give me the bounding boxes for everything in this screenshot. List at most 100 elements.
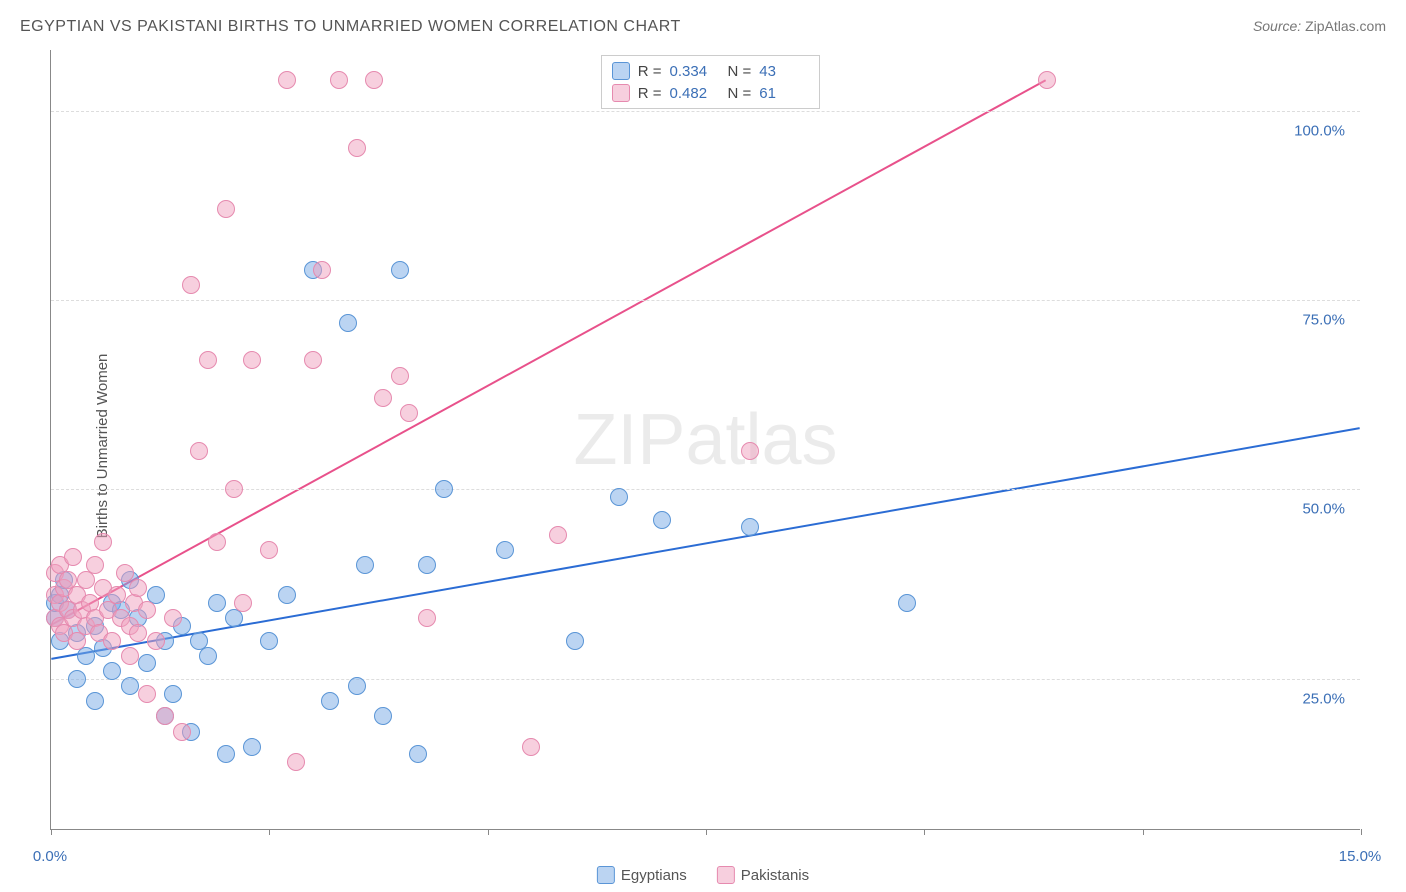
n-value: 61 — [759, 85, 809, 102]
scatter-point — [77, 647, 95, 665]
scatter-point — [741, 442, 759, 460]
scatter-point — [217, 745, 235, 763]
watermark-zip: ZIP — [573, 400, 685, 480]
trend-line — [51, 80, 1045, 625]
x-tick — [269, 829, 270, 835]
legend-swatch — [612, 62, 630, 80]
chart-title: EGYPTIAN VS PAKISTANI BIRTHS TO UNMARRIE… — [20, 18, 681, 36]
source-value: ZipAtlas.com — [1305, 18, 1386, 34]
scatter-point — [391, 367, 409, 385]
scatter-point — [304, 351, 322, 369]
legend-label: Egyptians — [621, 867, 687, 884]
trend-lines — [51, 50, 1360, 829]
scatter-point — [287, 753, 305, 771]
watermark-atlas: atlas — [685, 400, 837, 480]
scatter-point — [400, 404, 418, 422]
r-value: 0.482 — [670, 85, 720, 102]
x-tick — [706, 829, 707, 835]
y-tick-label: 75.0% — [1302, 311, 1345, 328]
scatter-point — [103, 632, 121, 650]
scatter-point — [549, 526, 567, 544]
legend-swatch — [597, 866, 615, 884]
scatter-point — [348, 139, 366, 157]
stats-row: R = 0.334 N = 43 — [612, 60, 810, 82]
legend-bottom: Egyptians Pakistanis — [597, 866, 809, 884]
n-label: N = — [728, 85, 752, 102]
scatter-point — [64, 548, 82, 566]
scatter-point — [156, 707, 174, 725]
scatter-point — [108, 586, 126, 604]
scatter-point — [418, 556, 436, 574]
scatter-point — [234, 594, 252, 612]
scatter-point — [94, 533, 112, 551]
scatter-point — [68, 670, 86, 688]
legend-swatch — [717, 866, 735, 884]
scatter-point — [208, 533, 226, 551]
gridline-horizontal — [51, 111, 1360, 112]
y-tick-label: 50.0% — [1302, 501, 1345, 518]
scatter-point — [321, 692, 339, 710]
n-label: N = — [728, 63, 752, 80]
chart-source: Source: ZipAtlas.com — [1253, 18, 1386, 34]
x-tick — [1143, 829, 1144, 835]
scatter-point — [217, 200, 235, 218]
legend-item: Egyptians — [597, 866, 687, 884]
legend-label: Pakistanis — [741, 867, 809, 884]
scatter-point — [86, 556, 104, 574]
scatter-point — [653, 511, 671, 529]
scatter-point — [182, 276, 200, 294]
trend-line — [51, 428, 1359, 659]
scatter-point — [260, 541, 278, 559]
scatter-point — [173, 723, 191, 741]
stats-box: R = 0.334 N = 43 R = 0.482 N = 61 — [601, 55, 821, 109]
r-value: 0.334 — [670, 63, 720, 80]
gridline-horizontal — [51, 489, 1360, 490]
scatter-point — [225, 480, 243, 498]
source-label: Source: — [1253, 18, 1301, 34]
stats-row: R = 0.482 N = 61 — [612, 82, 810, 104]
x-tick — [51, 829, 52, 835]
scatter-point — [330, 71, 348, 89]
scatter-point — [86, 692, 104, 710]
scatter-point — [898, 594, 916, 612]
scatter-point — [435, 480, 453, 498]
scatter-point — [129, 624, 147, 642]
scatter-point — [374, 389, 392, 407]
gridline-horizontal — [51, 679, 1360, 680]
scatter-point — [610, 488, 628, 506]
scatter-point — [199, 351, 217, 369]
scatter-point — [164, 609, 182, 627]
scatter-point — [260, 632, 278, 650]
legend-swatch — [612, 84, 630, 102]
r-label: R = — [638, 63, 662, 80]
x-tick-label: 0.0% — [33, 848, 67, 865]
chart-container: EGYPTIAN VS PAKISTANI BIRTHS TO UNMARRIE… — [0, 0, 1406, 892]
scatter-point — [164, 685, 182, 703]
scatter-point — [190, 442, 208, 460]
scatter-point — [313, 261, 331, 279]
r-label: R = — [638, 85, 662, 102]
scatter-point — [409, 745, 427, 763]
scatter-point — [121, 647, 139, 665]
scatter-point — [278, 586, 296, 604]
x-tick — [1361, 829, 1362, 835]
x-tick — [924, 829, 925, 835]
scatter-point — [496, 541, 514, 559]
x-tick-label: 15.0% — [1339, 848, 1382, 865]
y-tick-label: 100.0% — [1294, 122, 1345, 139]
scatter-point — [129, 579, 147, 597]
scatter-point — [138, 685, 156, 703]
scatter-point — [566, 632, 584, 650]
scatter-point — [356, 556, 374, 574]
scatter-point — [243, 738, 261, 756]
y-tick-label: 25.0% — [1302, 690, 1345, 707]
n-value: 43 — [759, 63, 809, 80]
scatter-point — [138, 654, 156, 672]
scatter-point — [365, 71, 383, 89]
scatter-point — [147, 632, 165, 650]
scatter-point — [138, 601, 156, 619]
scatter-point — [121, 677, 139, 695]
scatter-point — [339, 314, 357, 332]
scatter-point — [374, 707, 392, 725]
scatter-point — [741, 518, 759, 536]
